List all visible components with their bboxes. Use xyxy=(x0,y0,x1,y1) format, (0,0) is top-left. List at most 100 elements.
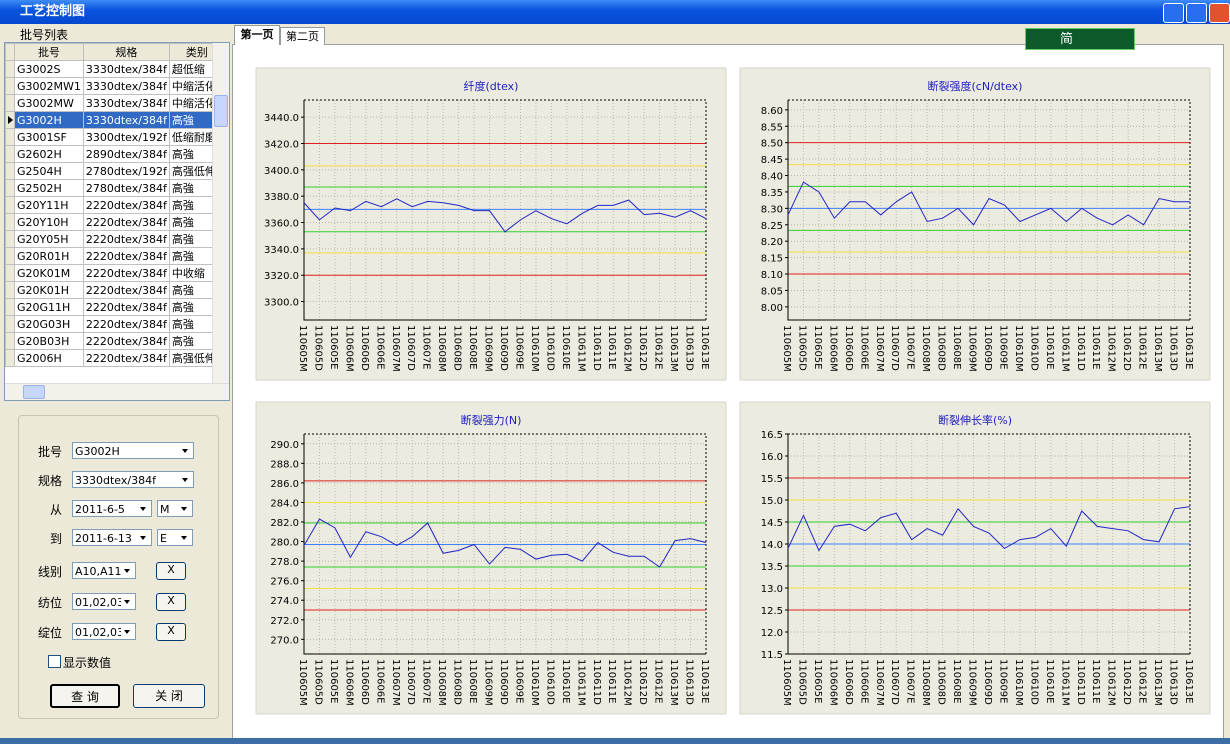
table-row[interactable]: G3002H 3330dtex/384f 高強 xyxy=(5,111,225,129)
y-tick-label: 284.0 xyxy=(270,498,299,509)
x-tick-label: 110607M xyxy=(874,659,885,706)
y-tick-label: 276.0 xyxy=(270,577,299,588)
x-tick-label: 110607D xyxy=(405,325,416,371)
spindle-select[interactable]: 01,02,03, xyxy=(72,623,136,640)
spin-select[interactable]: 01,02,03, xyxy=(72,593,136,610)
y-tick-label: 8.60 xyxy=(761,106,783,117)
from-shift[interactable]: M xyxy=(157,500,193,517)
tab[interactable]: 第一页 xyxy=(234,25,280,45)
query-button[interactable]: 查 询 xyxy=(50,684,120,708)
table-cell: 2220dtex/384f xyxy=(82,332,170,350)
clear-button[interactable]: X xyxy=(156,562,186,580)
table-cell: G20Y05H xyxy=(14,230,84,248)
to-shift[interactable]: E xyxy=(157,529,193,546)
x-tick-label: 110607E xyxy=(421,659,432,704)
maximize-button[interactable] xyxy=(1186,3,1207,23)
x-tick-label: 110607M xyxy=(874,325,885,372)
checkbox[interactable] xyxy=(48,655,61,668)
table-cell: 2890dtex/384f xyxy=(82,145,170,163)
table-row[interactable]: G3002MW1 3330dtex/384f 中缩活化 xyxy=(5,77,225,95)
y-tick-label: 270.0 xyxy=(270,635,299,646)
x-tick-label: 110613D xyxy=(1168,325,1179,371)
x-tick-label: 110606D xyxy=(843,325,854,371)
x-tick-label: 110608M xyxy=(436,325,447,372)
x-tick-label: 110610M xyxy=(529,325,540,372)
x-tick-label: 110605E xyxy=(328,659,339,704)
line-select[interactable]: A10,A11,/ xyxy=(72,562,136,579)
x-tick-label: 110607D xyxy=(405,659,416,705)
table-row[interactable]: G3001SF 3300dtex/192f 低缩耐磨 xyxy=(5,128,225,146)
x-tick-label: 110609E xyxy=(997,659,1008,704)
x-tick-label: 110613M xyxy=(668,659,679,706)
table-row[interactable]: G2006H 2220dtex/384f 高强低伸 xyxy=(5,349,225,367)
x-tick-label: 110611M xyxy=(575,659,586,706)
table-row[interactable]: G3002S 3330dtex/384f 超低缩 xyxy=(5,60,225,78)
y-tick-label: 288.0 xyxy=(270,459,299,470)
column-header: 类别 xyxy=(168,43,225,61)
table-row[interactable]: G3002MW 3330dtex/384f 中缩活化 xyxy=(5,94,225,112)
to-date[interactable]: 2011-6-13 xyxy=(72,529,152,546)
x-tick-label: 110612E xyxy=(653,325,664,370)
x-tick-label: 110611M xyxy=(1059,325,1070,372)
table-cell: 2220dtex/384f xyxy=(82,247,170,265)
minimize-button[interactable] xyxy=(1163,3,1184,23)
table-row[interactable]: G20K01H 2220dtex/384f 高強 xyxy=(5,281,225,299)
batch-list: 批号 规格 类别 G3002S 3330dtex/384f 超低缩 G3002MW1 3330… xyxy=(4,42,230,401)
y-tick-label: 3360.0 xyxy=(264,219,299,230)
x-tick-label: 110606E xyxy=(374,659,385,704)
data-line xyxy=(303,518,707,568)
clear-button[interactable]: X xyxy=(156,593,186,611)
spec-select[interactable]: 3330dtex/384f xyxy=(72,471,194,488)
vertical-scrollbar[interactable] xyxy=(212,43,229,383)
x-tick-label: 110613E xyxy=(699,325,710,370)
x-tick-label: 110608D xyxy=(936,325,947,371)
batch-select[interactable]: G3002H xyxy=(72,442,194,459)
field-value: G3002H xyxy=(75,445,120,458)
x-tick-label: 110609M xyxy=(967,659,978,706)
chart-panel xyxy=(255,67,727,381)
x-tick-label: 110608E xyxy=(467,325,478,370)
y-tick-label: 278.0 xyxy=(270,557,299,568)
x-tick-label: 110608D xyxy=(452,325,463,371)
field-value: 01,02,03, xyxy=(75,596,128,609)
x-tick-label: 110609D xyxy=(498,325,509,371)
data-line xyxy=(303,198,707,233)
x-tick-label: 110605M xyxy=(297,325,308,372)
table-cell: G3002S xyxy=(14,60,84,78)
x-tick-label: 110609M xyxy=(483,659,494,706)
horizontal-scrollbar[interactable] xyxy=(5,383,229,400)
y-tick-label: 272.0 xyxy=(270,616,299,627)
x-tick-label: 110608E xyxy=(951,659,962,704)
x-tick-label: 110613M xyxy=(1152,325,1163,372)
y-tick-label: 3340.0 xyxy=(264,245,299,256)
table-row[interactable]: G20Y11H 2220dtex/384f 高強 xyxy=(5,196,225,214)
tab[interactable]: 第二页 xyxy=(280,27,325,45)
y-tick-label: 3320.0 xyxy=(264,271,299,282)
clear-button[interactable]: X xyxy=(156,623,186,641)
x-tick-label: 110609M xyxy=(967,325,978,372)
x-tick-label: 110606M xyxy=(343,325,354,372)
from-date[interactable]: 2011-6-5 xyxy=(72,500,152,517)
chart-title: 断裂强度(cN/dtex) xyxy=(928,79,1023,93)
toolbar[interactable]: 简 xyxy=(1025,28,1135,50)
x-tick-label: 110607M xyxy=(390,659,401,706)
x-tick-label: 110612D xyxy=(1121,325,1132,371)
x-tick-label: 110611M xyxy=(1059,659,1070,706)
plot-border-dotted xyxy=(788,433,1191,654)
x-tick-label: 110610E xyxy=(560,659,571,704)
x-tick-label: 110613D xyxy=(1168,659,1179,705)
x-tick-label: 110605M xyxy=(781,659,792,706)
x-tick-label: 110608M xyxy=(436,659,447,706)
x-tick-label: 110612D xyxy=(637,659,648,705)
close-button[interactable]: 关 闭 xyxy=(133,684,205,708)
x-tick-label: 110610E xyxy=(1044,325,1055,370)
table-row[interactable]: G20K01M 2220dtex/384f 中收缩 xyxy=(5,264,225,282)
y-tick-label: 3420.0 xyxy=(264,139,299,150)
field-value: 3330dtex/384f xyxy=(75,474,156,487)
x-tick-label: 110609D xyxy=(982,659,993,705)
field-value: 01,02,03, xyxy=(75,626,128,639)
table-row[interactable]: G2502H 2780dtex/384f 高強 xyxy=(5,179,225,197)
table-row[interactable]: G2504H 2780dtex/192f 高强低伸 xyxy=(5,162,225,180)
field-label: 到 xyxy=(49,532,62,546)
x-tick-label: 110610D xyxy=(1028,325,1039,371)
